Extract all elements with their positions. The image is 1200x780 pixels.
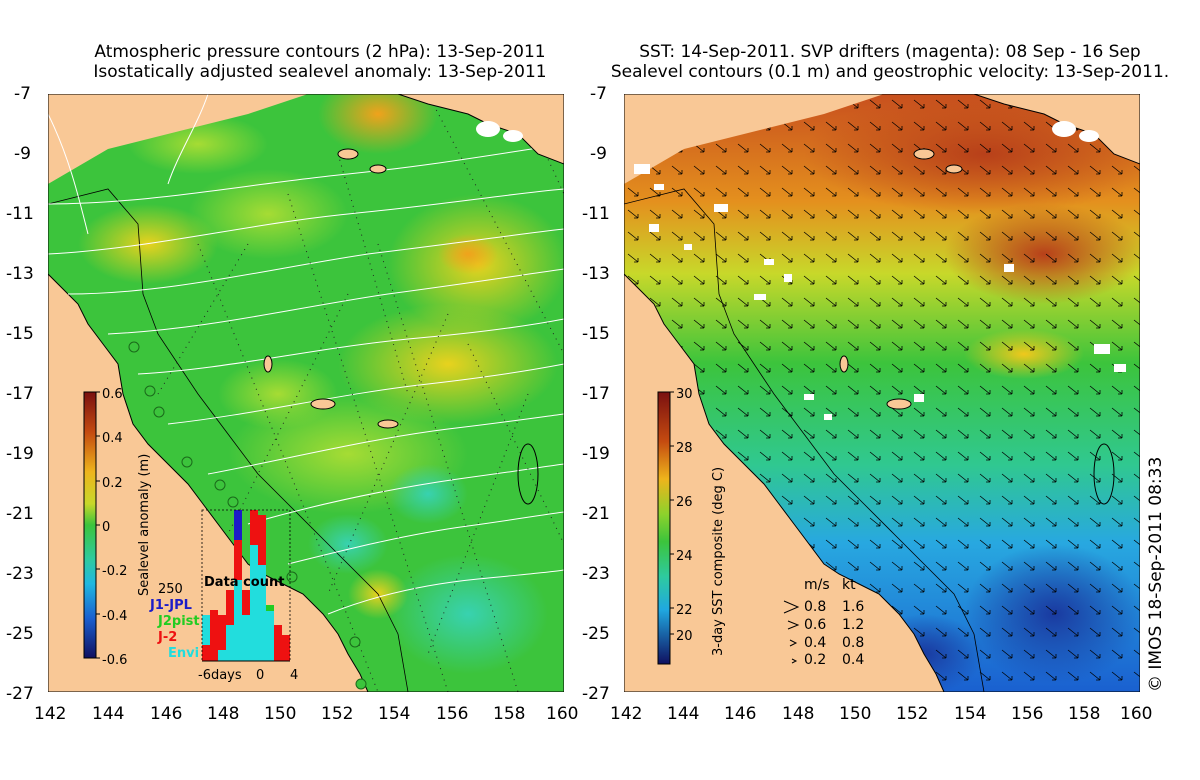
inset-legend-j2: J-2 — [157, 630, 177, 645]
lat-tick: -9 — [590, 144, 607, 164]
lat-tick: -13 — [582, 264, 610, 284]
inset-xtick: 0 — [256, 668, 264, 683]
lat-tick: -11 — [582, 204, 610, 224]
vel-row-kt: 0.4 — [842, 652, 864, 665]
lon-tick: 146 — [150, 704, 183, 724]
lon-tick: 154 — [378, 704, 411, 724]
vel-row-ms: 0.4 — [804, 635, 826, 651]
velocity-legend: m/s kt 0.8 1.6 0.6 1.2 0.4 0.8 0.2 0.4 — [783, 577, 864, 665]
lat-tick: -7 — [590, 84, 607, 104]
ssla-cb-tick: -0.2 — [102, 564, 127, 579]
lat-tick: -23 — [6, 564, 34, 584]
inset-legend-j2pist: J2pist — [157, 614, 200, 629]
lon-tick: 152 — [896, 704, 929, 724]
lat-tick: -21 — [6, 504, 34, 524]
lat-tick: -9 — [14, 144, 31, 164]
ssla-cb-tick: 0.4 — [102, 431, 123, 446]
lon-tick: 148 — [207, 704, 240, 724]
lat-tick: -15 — [582, 324, 610, 344]
vel-row-ms: 0.8 — [804, 599, 826, 615]
sst-cb-tick: 20 — [676, 629, 693, 644]
lon-tick: 144 — [92, 704, 125, 724]
sst-map — [624, 94, 1140, 692]
vel-arrow-0.2 — [791, 658, 798, 664]
sst-colorbar: 30 28 26 24 22 20 3-day SST composite (d… — [657, 387, 726, 665]
vel-arrow-0.8 — [783, 600, 800, 614]
lon-tick: 156 — [436, 704, 469, 724]
lon-tick: 152 — [321, 704, 354, 724]
ssla-cb-tick: -0.4 — [102, 609, 127, 624]
inset-max-label: 250 — [158, 582, 183, 597]
lat-tick: -25 — [6, 624, 34, 644]
lon-tick: 148 — [782, 704, 815, 724]
lat-tick: -23 — [582, 564, 610, 584]
lat-tick: -17 — [6, 384, 34, 404]
right-title-line2: Sealevel contours (0.1 m) and geostrophi… — [610, 62, 1170, 82]
lon-tick: 156 — [1011, 704, 1044, 724]
inset-title: Data count — [204, 575, 284, 590]
left-title-line1: Atmospheric pressure contours (2 hPa): 1… — [94, 42, 546, 62]
lat-tick: -27 — [582, 684, 610, 704]
vel-row-kt: 1.6 — [842, 599, 864, 615]
lat-tick: -7 — [14, 84, 31, 104]
inset-bars — [202, 510, 290, 661]
vel-arrow-0.4 — [789, 639, 798, 647]
sst-cb-tick: 22 — [676, 603, 693, 618]
vel-row-kt: 0.8 — [842, 635, 864, 651]
sst-cb-tick: 26 — [676, 495, 693, 510]
inset-xtick: 4 — [290, 668, 298, 683]
vel-row-kt: 1.2 — [842, 617, 864, 633]
lat-tick: -19 — [582, 444, 610, 464]
lon-tick: 160 — [546, 704, 579, 724]
lon-tick: 154 — [954, 704, 987, 724]
copyright-label: © IMOS 18-Sep-2011 08:33 — [1146, 456, 1166, 692]
right-title-line1: SST: 14-Sep-2011. SVP drifters (magenta)… — [639, 42, 1141, 62]
lat-tick: -11 — [6, 204, 34, 224]
left-title-line2: Isostatically adjusted sealevel anomaly:… — [93, 62, 547, 82]
lon-tick: 160 — [1120, 704, 1153, 724]
lon-tick: 146 — [724, 704, 757, 724]
lat-tick: -21 — [582, 504, 610, 524]
lat-tick: -17 — [582, 384, 610, 404]
lat-tick: -19 — [6, 444, 34, 464]
lon-tick: 142 — [34, 704, 67, 724]
sst-cb-tick: 24 — [676, 549, 693, 564]
lat-tick: -15 — [6, 324, 34, 344]
ssla-colorbar: 0.6 0.4 0.2 0 -0.2 -0.4 -0.6 Sealevel an… — [83, 387, 152, 668]
lat-tick: -27 — [6, 684, 34, 704]
lat-tick: -13 — [6, 264, 34, 284]
ssla-cb-tick: 0.2 — [102, 476, 123, 491]
lat-tick: -25 — [582, 624, 610, 644]
sst-cb-label: 3-day SST composite (deg C) — [711, 467, 726, 656]
inset-legend-envi: Envi — [168, 646, 199, 661]
vel-arrow-0.6 — [787, 620, 800, 630]
lon-tick: 158 — [493, 704, 526, 724]
vel-row-ms: 0.2 — [804, 652, 826, 665]
inset-xtick: -6days — [198, 668, 242, 683]
vel-header-ms: m/s — [804, 577, 830, 593]
ssla-cb-label: Sealevel anomaly (m) — [137, 454, 152, 596]
ssla-cb-tick: -0.6 — [102, 653, 127, 668]
sst-cb-tick: 28 — [676, 441, 693, 456]
vel-header-kt: kt — [842, 577, 856, 593]
vel-row-ms: 0.6 — [804, 617, 826, 633]
lon-tick: 150 — [839, 704, 872, 724]
lon-tick: 158 — [1068, 704, 1101, 724]
ssla-cb-tick: 0 — [102, 520, 110, 535]
lon-tick: 142 — [610, 704, 643, 724]
inset-legend-j1: J1-JPL — [149, 598, 192, 613]
lon-tick: 150 — [264, 704, 297, 724]
ssla-map — [48, 94, 564, 692]
lon-tick: 144 — [667, 704, 700, 724]
sst-cb-tick: 30 — [676, 387, 693, 402]
ssla-cb-tick: 0.6 — [102, 387, 123, 402]
data-count-inset: 250 Data count J1-JPL J2pist J-2 Envi -6… — [149, 509, 298, 683]
